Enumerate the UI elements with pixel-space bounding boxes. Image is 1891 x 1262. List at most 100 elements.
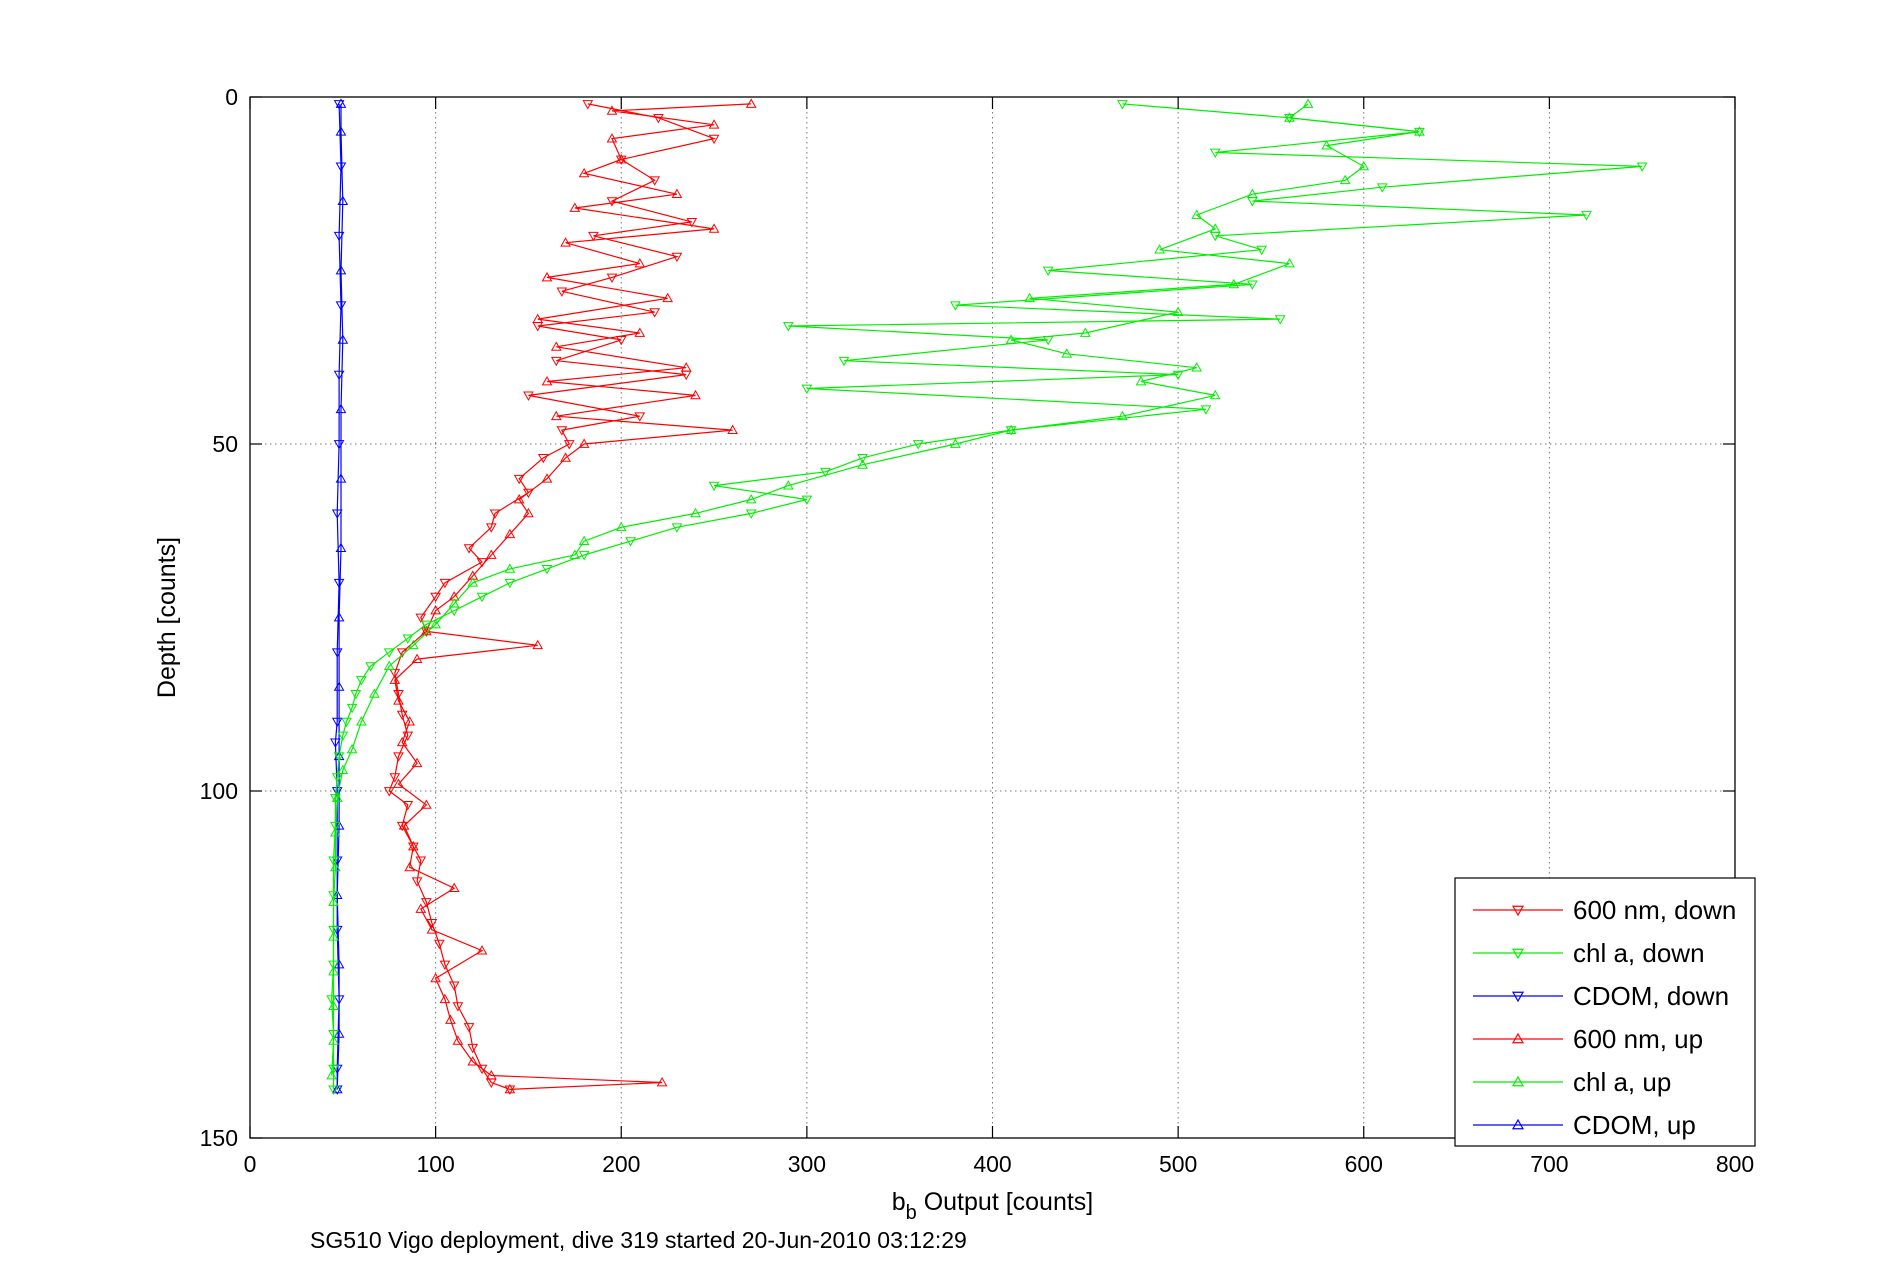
data-point	[690, 389, 701, 400]
data-point	[671, 523, 683, 533]
data-point	[1358, 160, 1370, 171]
data-point	[578, 535, 590, 546]
data-point	[1302, 98, 1314, 108]
data-point	[356, 676, 367, 686]
legend-label: chl a, up	[1573, 1067, 1671, 1097]
data-point	[467, 1056, 479, 1066]
data-point	[476, 1064, 488, 1075]
data-point	[513, 474, 525, 485]
data-point	[582, 100, 594, 110]
data-point	[426, 924, 438, 934]
data-point	[404, 861, 415, 872]
x-tick-label: 700	[1530, 1151, 1568, 1177]
data-point	[402, 801, 414, 811]
data-point	[560, 452, 571, 462]
data-point	[727, 424, 738, 434]
data-point	[1061, 348, 1073, 358]
data-point	[448, 598, 460, 608]
figure-caption: SG510 Vigo deployment, dive 319 started …	[310, 1227, 967, 1253]
data-point	[463, 544, 475, 554]
legend-box	[1454, 877, 1756, 1147]
data-point	[467, 1043, 479, 1054]
data-point	[556, 426, 568, 436]
data-point	[634, 412, 646, 422]
legend-label: 600 nm, down	[1573, 895, 1736, 925]
data-point	[420, 799, 432, 809]
data-point	[337, 195, 349, 205]
data-point	[541, 565, 553, 575]
data-point	[335, 98, 347, 108]
data-point	[634, 327, 646, 337]
data-point	[690, 507, 701, 518]
data-point	[801, 384, 813, 394]
data-point	[415, 903, 427, 913]
data-point	[326, 1070, 338, 1080]
data-point	[857, 454, 868, 464]
data-point	[1209, 148, 1221, 159]
data-point	[467, 577, 479, 587]
data-point	[1209, 389, 1221, 400]
data-point	[523, 391, 534, 401]
data-point	[588, 231, 599, 242]
data-point	[541, 473, 553, 483]
data-point	[745, 494, 757, 504]
data-point	[671, 252, 683, 263]
data-point	[448, 882, 460, 893]
x-tick-label: 100	[416, 1151, 454, 1177]
data-point	[328, 1085, 339, 1095]
data-point	[857, 459, 868, 469]
data-point	[680, 362, 692, 372]
legend-entry: chl a, down	[1473, 938, 1705, 968]
data-point	[708, 481, 720, 492]
data-point	[615, 521, 627, 532]
data-point	[335, 264, 347, 275]
data-point	[328, 965, 339, 976]
data-point	[430, 618, 441, 629]
data-point	[504, 578, 516, 589]
data-point	[452, 1035, 464, 1045]
data-point	[1414, 126, 1425, 136]
data-point	[485, 523, 497, 533]
x-axis-label: bb Output [counts]	[892, 1188, 1094, 1224]
data-point	[671, 188, 683, 199]
data-point	[523, 488, 534, 499]
data-point	[420, 898, 432, 908]
data-point	[625, 537, 636, 547]
data-point	[404, 716, 415, 726]
data-point	[801, 495, 813, 506]
legend-swatch-marker	[1511, 1075, 1525, 1087]
data-point	[649, 308, 661, 318]
data-point	[1005, 424, 1017, 434]
data-point	[337, 731, 349, 741]
data-point	[537, 454, 549, 464]
data-point	[396, 736, 408, 747]
data-point	[335, 162, 347, 172]
data-point	[439, 960, 451, 971]
data-point	[346, 703, 358, 714]
data-point	[333, 820, 345, 830]
data-point	[430, 605, 441, 615]
data-point	[578, 438, 590, 448]
data-point	[1581, 211, 1592, 221]
data-point	[532, 639, 544, 650]
data-point	[606, 105, 618, 115]
data-point	[407, 841, 419, 851]
data-point	[328, 1064, 339, 1075]
series-line	[334, 103, 342, 1090]
x-tick-label: 300	[788, 1151, 826, 1177]
data-point	[389, 674, 401, 684]
data-point	[1172, 370, 1184, 381]
data-point	[411, 757, 423, 768]
data-point	[1339, 174, 1351, 185]
data-point	[331, 889, 343, 899]
data-point	[1284, 258, 1295, 268]
data-point	[328, 931, 339, 941]
data-point	[448, 981, 460, 991]
legend-label: CDOM, down	[1573, 981, 1729, 1011]
legend-label: CDOM, up	[1573, 1110, 1696, 1140]
data-point	[1200, 405, 1212, 415]
data-point	[463, 1023, 475, 1033]
data-point	[606, 273, 618, 283]
legend-label: 600 nm, up	[1573, 1024, 1703, 1054]
data-point	[1247, 280, 1258, 290]
